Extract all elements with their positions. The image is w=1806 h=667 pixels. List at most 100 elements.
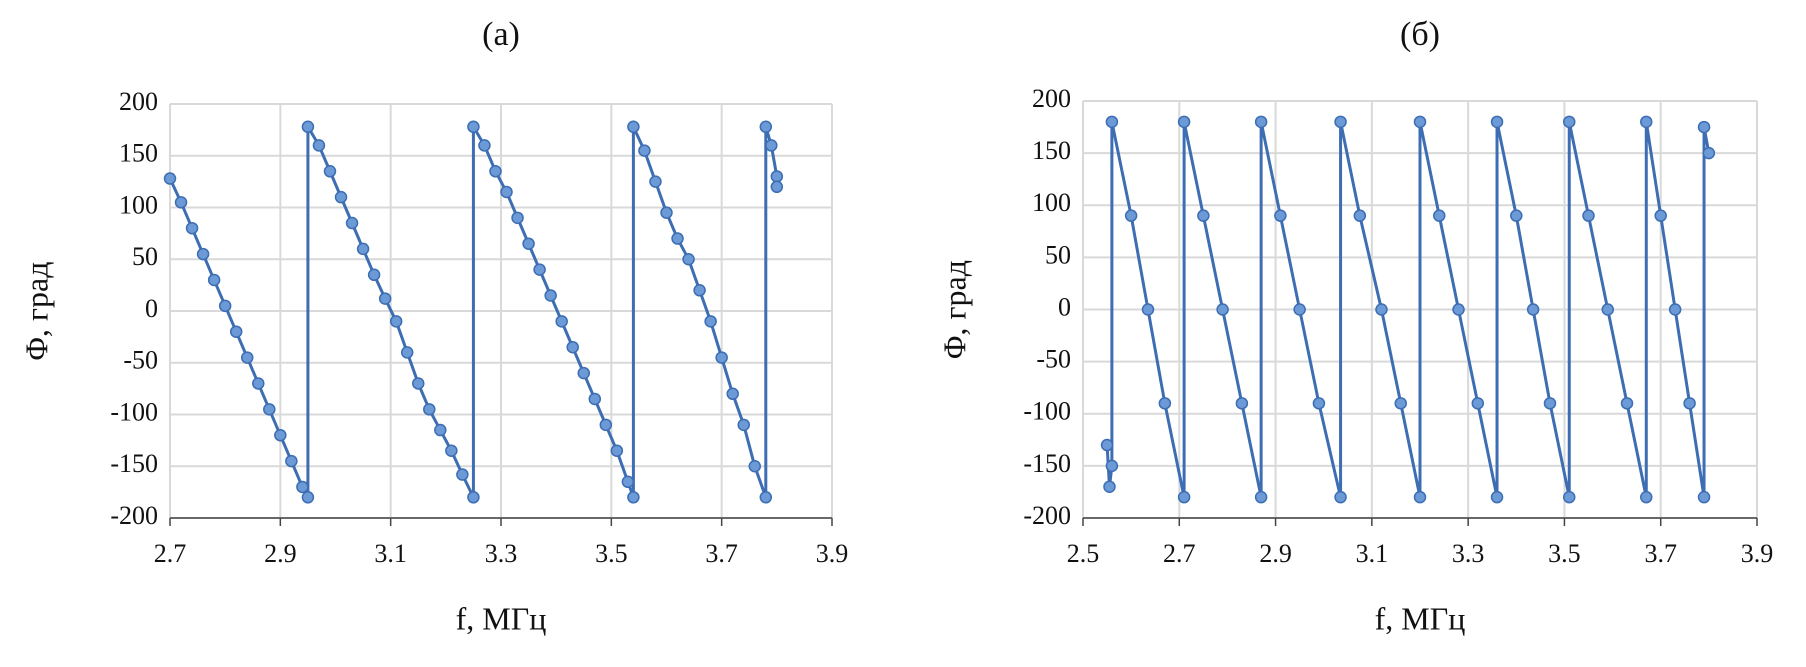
data-point [1312,397,1326,410]
data-point [511,211,524,225]
data-point [682,253,695,266]
data-point [163,172,177,185]
chart-title: (б) [1400,16,1440,53]
x-tick-label: 3.7 [1644,539,1677,568]
data-point [1274,209,1287,222]
data-point [1413,115,1427,129]
data-point [726,387,739,401]
data-point [301,491,315,504]
data-point [489,165,502,178]
data-point [671,232,684,245]
data-point [1103,480,1116,493]
data-point [500,185,513,199]
data-point [693,284,706,297]
data-point [1490,115,1504,129]
data-point [704,315,717,328]
y-tick-label: 150 [1032,136,1071,165]
x-tick-label: 2.9 [264,539,297,568]
data-point [263,403,276,416]
chart-title: (a) [482,16,520,53]
data-point [218,299,232,313]
data-point [588,392,602,406]
data-point [1334,115,1347,129]
data-point [1141,303,1155,316]
x-axis-title: f, МГц [1375,600,1466,636]
x-tick-label: 3.3 [485,539,518,568]
data-point [621,475,635,489]
data-point [599,418,613,432]
data-point [544,289,557,302]
data-point [1394,397,1407,410]
data-point [649,175,662,188]
data-point [1177,490,1191,504]
data-point [1254,115,1268,129]
y-tick-label: 50 [1045,240,1071,269]
data-point [1601,303,1615,316]
data-point [229,325,243,338]
x-tick-label: 3.7 [705,539,738,568]
data-point [367,268,381,282]
x-tick-label: 2.7 [1163,539,1196,568]
data-point [770,180,784,194]
data-point [748,460,762,473]
data-point [467,491,480,504]
x-tick-label: 3.1 [374,539,407,568]
data-point [434,423,447,437]
data-point [533,263,546,276]
data-point [323,165,337,178]
y-axis-title: Φ, град [18,262,54,361]
data-point [1562,115,1576,129]
data-point [296,480,309,494]
y-tick-label: -200 [110,501,158,530]
data-point [312,139,326,152]
y-tick-label: -150 [1023,449,1071,478]
data-point [1697,120,1711,134]
data-point [1683,397,1696,410]
data-point [1543,397,1557,410]
data-point [1640,490,1653,504]
data-point [566,340,579,354]
data-point [610,444,624,457]
data-point [1105,459,1119,473]
data-point [1216,303,1229,316]
y-tick-label: 100 [119,190,158,219]
y-tick-label: -100 [110,397,158,426]
data-point [555,315,568,328]
data-point [1235,397,1249,410]
data-point [274,428,287,442]
data-point [1582,209,1595,222]
data-point [1562,490,1576,504]
data-point [389,315,403,328]
data-line [168,121,779,499]
data-point [1510,209,1523,222]
x-tick-label: 3.1 [1356,539,1389,568]
data-point [1375,303,1388,316]
data-point [1526,303,1540,316]
data-point [334,190,348,204]
data-point [1640,115,1653,129]
data-point [252,377,265,390]
y-tick-label: 200 [119,87,158,116]
x-tick-label: 2.5 [1067,539,1100,568]
data-point [207,273,221,287]
data-point [1471,397,1485,410]
data-point [174,196,188,209]
data-point [1433,209,1446,222]
data-point [445,444,458,457]
data-point [759,120,773,134]
y-tick-label: -200 [1023,501,1071,530]
y-tick-label: 0 [1058,292,1071,321]
data-point [1702,146,1716,160]
y-tick-label: -50 [123,346,158,375]
data-point [522,237,535,250]
data-point [638,144,651,157]
y-tick-label: -100 [1023,397,1071,426]
data-point [737,418,750,432]
data-point [577,366,590,380]
x-tick-label: 3.9 [1741,539,1774,568]
data-point [1254,490,1268,504]
data-point [1697,490,1711,504]
data-point [1334,490,1347,504]
data-point [378,292,392,305]
